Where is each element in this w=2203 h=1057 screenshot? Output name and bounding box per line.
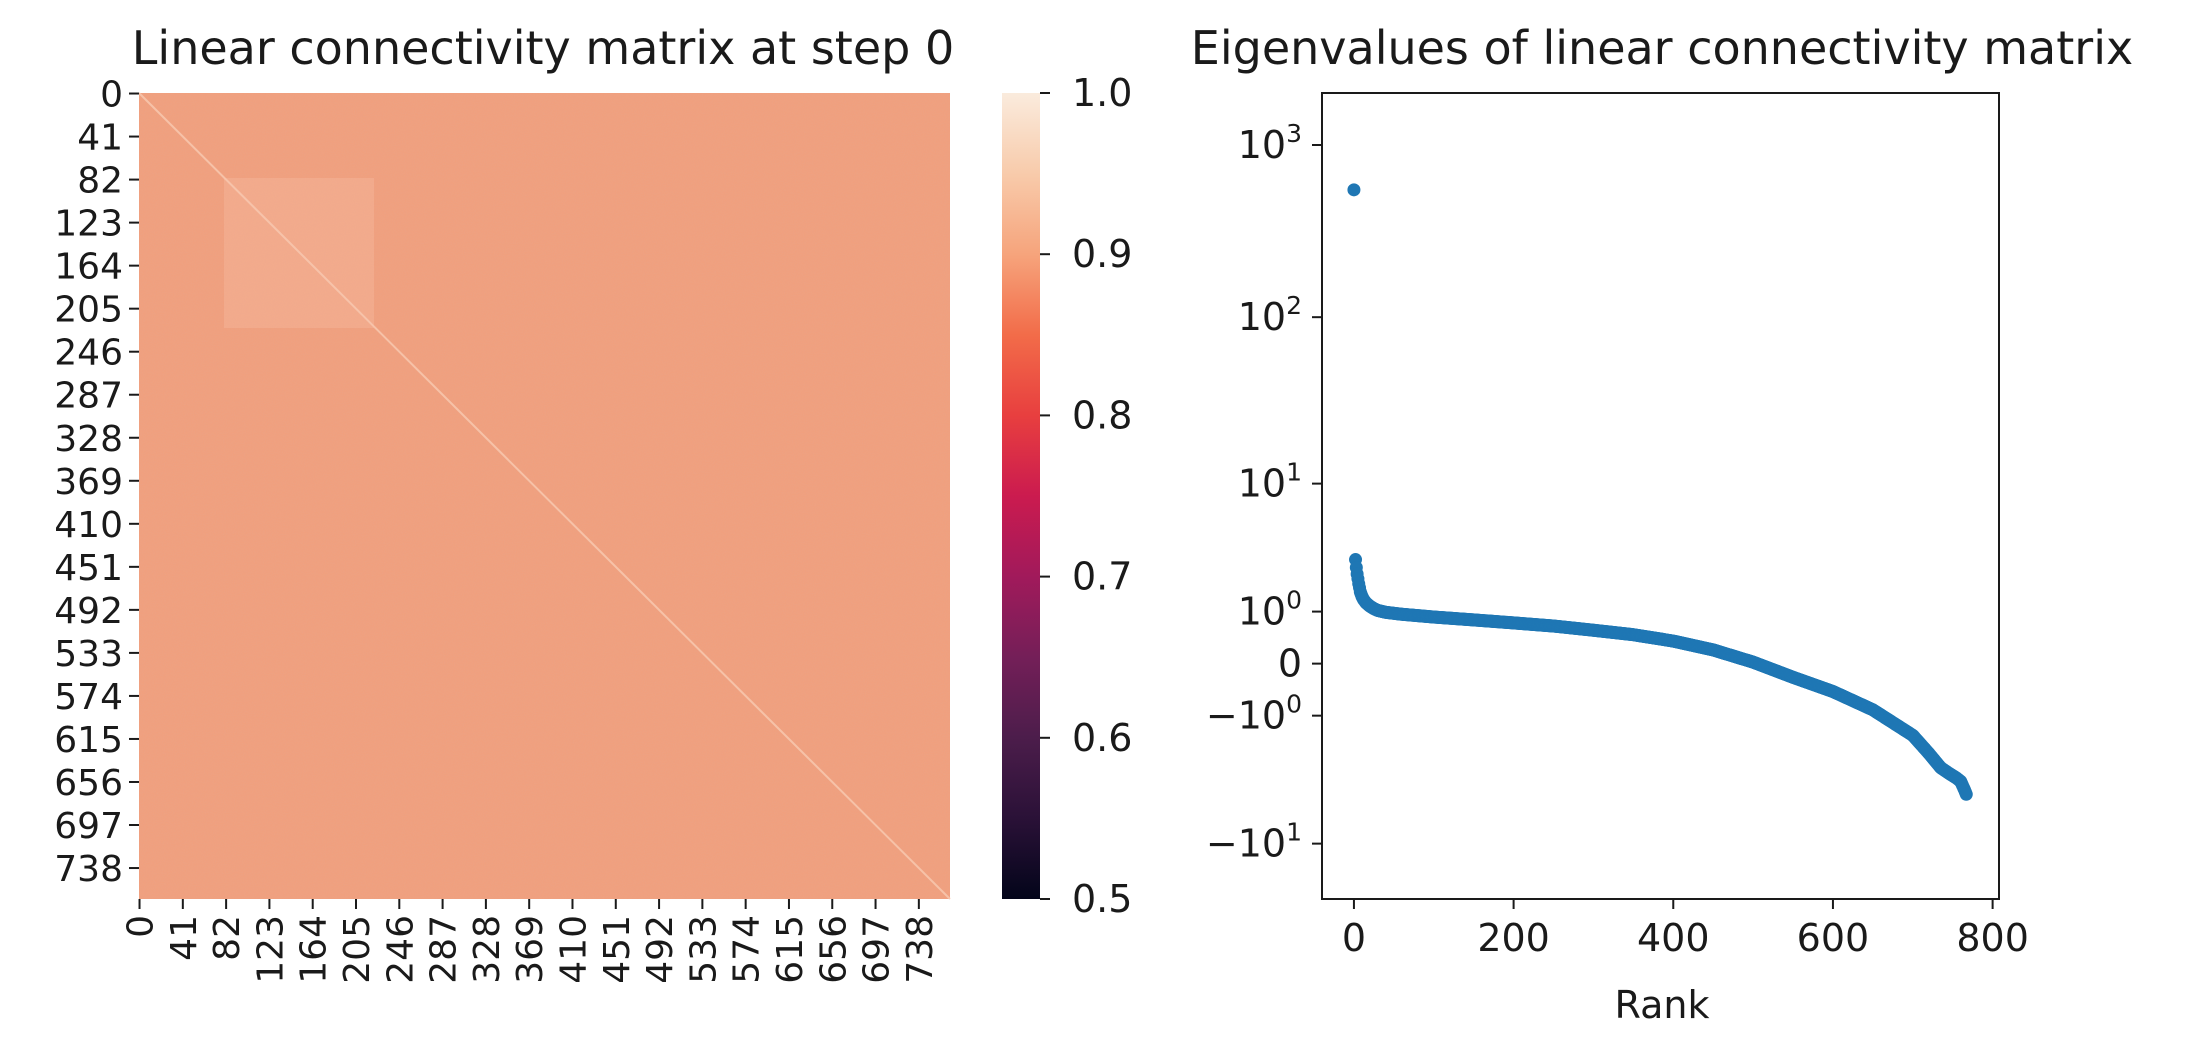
- heatmap-y-tick-label: 492: [54, 591, 123, 632]
- heatmap-x-tick-label: 164: [294, 915, 335, 984]
- heatmap-y-tick-label: 205: [54, 290, 123, 331]
- heatmap-y-tick-label: 697: [54, 806, 123, 847]
- scatter-y-tick-label: −101: [1206, 818, 1302, 866]
- heatmap-x-tick-label: 287: [424, 915, 465, 984]
- scatter-x-tick-label: 400: [1637, 916, 1710, 960]
- heatmap-x-tick-label: 328: [467, 915, 508, 984]
- heatmap-y-tick-label: 246: [54, 333, 123, 374]
- scatter-x-tick-label: 0: [1342, 916, 1366, 960]
- colorbar-tick-label: 0.7: [1072, 555, 1132, 599]
- heatmap-x-tick-label: 533: [683, 915, 724, 984]
- heatmap-y-tick-label: 738: [54, 849, 123, 890]
- scatter-x-tick-label: 200: [1477, 916, 1550, 960]
- heatmap-y-tick-label: 82: [77, 161, 123, 202]
- heatmap-y-axis: 0418212316420524628732836941045149253357…: [54, 75, 139, 890]
- heatmap-y-tick-label: 287: [54, 376, 123, 417]
- heatmap-y-tick-label: 615: [54, 720, 123, 761]
- heatmap-x-tick-label: 738: [900, 915, 941, 984]
- heatmap-x-tick-label: 82: [207, 915, 248, 961]
- heatmap-y-tick-label: 328: [54, 419, 123, 460]
- eigenvalue-point: [1347, 183, 1361, 197]
- scatter-x-label: Rank: [1615, 983, 1710, 1027]
- colorbar-axis: 0.5 0.6 0.7 0.8 0.9 1.0: [1040, 71, 1132, 921]
- heatmap-x-tick-label: 0: [121, 915, 162, 938]
- heatmap-x-tick-label: 41: [164, 915, 205, 961]
- scatter-y-tick-label: 101: [1238, 458, 1302, 506]
- heatmap-y-tick-label: 123: [54, 204, 123, 245]
- scatter-x-axis: 0 200 400 600 800: [1342, 899, 2029, 960]
- heatmap-y-tick-label: 451: [54, 548, 123, 589]
- scatter-y-axis: 103 102 101 100 0−100 −101: [1206, 119, 1322, 866]
- colorbar-tick-label: 0.8: [1072, 393, 1132, 437]
- scatter-title: Eigenvalues of linear connectivity matri…: [1191, 21, 2133, 75]
- scatter-y-tick-label: 103: [1238, 119, 1302, 167]
- heatmap-x-tick-label: 369: [510, 915, 551, 984]
- scatter-y-tick-label: 100: [1238, 586, 1302, 634]
- heatmap-y-tick-label: 41: [77, 118, 123, 159]
- heatmap-diagonal: [138, 92, 951, 900]
- heatmap-x-tick-label: 492: [640, 915, 681, 984]
- heatmap-x-tick-label: 574: [727, 915, 768, 984]
- heatmap-y-tick-label: 410: [54, 505, 123, 546]
- heatmap: [138, 92, 951, 900]
- colorbar-tick-label: 0.6: [1072, 716, 1132, 760]
- heatmap-y-tick-label: 164: [54, 247, 123, 288]
- heatmap-x-tick-label: 656: [813, 915, 854, 984]
- colorbar-tick-label: 0.5: [1072, 877, 1132, 921]
- heatmap-x-tick-label: 697: [857, 915, 898, 984]
- scatter-points: [1347, 183, 1973, 801]
- heatmap-y-tick-label: 0: [100, 75, 123, 116]
- colorbar-tick-label: 0.9: [1072, 232, 1132, 276]
- eigenvalue-point: [1959, 787, 1973, 801]
- heatmap-x-tick-label: 451: [597, 915, 638, 984]
- colorbar-strip: [1002, 93, 1040, 899]
- scatter-y-tick-label: 0: [1278, 642, 1302, 686]
- heatmap-y-tick-label: 369: [54, 462, 123, 503]
- scatter-plot-area: [1321, 92, 2000, 900]
- scatter-x-tick-label: 800: [1956, 916, 2029, 960]
- heatmap-y-tick-label: 656: [54, 763, 123, 804]
- colorbar-tick-label: 1.0: [1072, 71, 1132, 115]
- scatter-y-tick-label: −100: [1206, 690, 1302, 738]
- heatmap-x-tick-label: 246: [380, 915, 421, 984]
- heatmap-x-axis: 0 41 82 123 164 205 246 287 328 369 410 451 492 533 57…: [121, 899, 941, 984]
- heatmap-y-tick-label: 574: [54, 677, 123, 718]
- colorbar: 0.5 0.6 0.7 0.8 0.9 1.0: [1002, 71, 1132, 921]
- heatmap-x-tick-label: 615: [770, 915, 811, 984]
- heatmap-title: Linear connectivity matrix at step 0: [132, 21, 954, 75]
- scatter-y-tick-label: 102: [1238, 291, 1302, 339]
- heatmap-x-tick-label: 205: [337, 915, 378, 984]
- heatmap-x-tick-label: 410: [553, 915, 594, 984]
- heatmap-y-tick-label: 533: [54, 634, 123, 675]
- scatter-x-tick-label: 600: [1797, 916, 1870, 960]
- heatmap-x-tick-label: 123: [250, 915, 291, 984]
